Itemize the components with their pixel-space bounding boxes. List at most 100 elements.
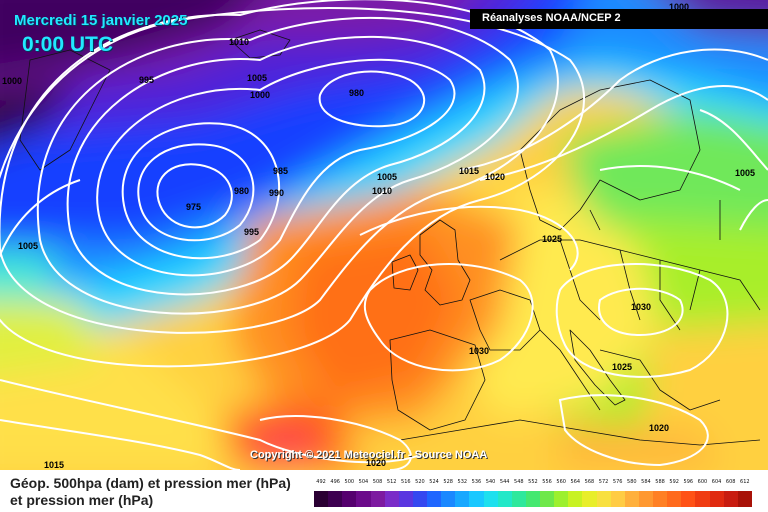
isobar-label: 1000 xyxy=(2,76,22,86)
scale-label: 572 xyxy=(598,479,609,485)
isobar-label: 1020 xyxy=(485,172,505,182)
isobar-label: 1025 xyxy=(612,362,632,372)
scale-label: 600 xyxy=(697,479,708,485)
scale-swatch xyxy=(695,491,710,507)
isobar-label: 1005 xyxy=(247,73,267,83)
scale-swatch xyxy=(427,491,442,507)
isobar-label: 1000 xyxy=(669,2,689,12)
scale-swatch xyxy=(540,491,555,507)
italy-coast xyxy=(569,329,626,406)
scale-label: 580 xyxy=(627,479,637,485)
scale-label: 556 xyxy=(542,479,552,485)
isobar-label: 1015 xyxy=(44,460,64,470)
scale-swatch xyxy=(356,491,371,507)
scale-swatch xyxy=(525,491,540,507)
isobar-label: 1030 xyxy=(469,346,489,356)
isobar-985 xyxy=(121,122,281,260)
scale-label: 540 xyxy=(485,479,496,485)
scale-label: 592 xyxy=(669,479,679,485)
isobar-label: 1020 xyxy=(649,423,669,433)
isobar-980-north xyxy=(318,70,426,128)
isobar-label: 995 xyxy=(244,227,259,237)
scale-label: 608 xyxy=(725,479,736,485)
geopotential-map: 1000 1010 1000 995 1005 1000 980 985 980… xyxy=(0,0,768,470)
scale-label: 500 xyxy=(344,479,355,485)
scale-label: 584 xyxy=(641,479,651,485)
scale-label: 564 xyxy=(570,479,581,485)
iceland-coast xyxy=(229,29,291,59)
scale-swatch xyxy=(624,491,639,507)
ireland-coast xyxy=(391,254,419,291)
scale-label: 536 xyxy=(471,479,482,485)
scale-swatch xyxy=(370,491,385,507)
scale-swatch xyxy=(681,491,696,507)
isobar-1020-south xyxy=(558,394,709,467)
isobar-1015-south xyxy=(0,419,241,470)
isobar-label-group: 1000 1010 1000 995 1005 1000 980 985 980… xyxy=(2,2,755,470)
map-date-title: Mercredi 15 janvier 2025 xyxy=(14,12,188,29)
scale-label: 504 xyxy=(358,479,369,485)
scale-label: 552 xyxy=(528,479,538,485)
isobar-label: 1015 xyxy=(459,166,479,176)
isobar-label: 1010 xyxy=(229,37,249,47)
scale-swatch xyxy=(384,491,399,507)
isobar-lines xyxy=(0,0,768,470)
north-africa-coast xyxy=(399,419,761,446)
scale-label: 560 xyxy=(556,479,566,485)
isobar-1020-sw xyxy=(259,415,412,470)
scale-label: 604 xyxy=(711,479,722,485)
isobar-label: 1020 xyxy=(366,458,386,468)
isobar-label: 1025 xyxy=(542,234,562,244)
isobar-1005-east xyxy=(699,109,768,231)
scale-label: 512 xyxy=(386,479,397,485)
scale-swatch xyxy=(328,491,343,507)
isobar-1020 xyxy=(0,85,768,464)
scale-swatch xyxy=(412,491,427,507)
scale-label: 524 xyxy=(429,479,439,485)
scandinavia-coast xyxy=(519,79,701,231)
isobar-label: 1005 xyxy=(735,168,755,178)
isobar-1010 xyxy=(0,7,586,368)
isobar-label: 1005 xyxy=(377,172,397,182)
scale-swatch xyxy=(610,491,625,507)
scale-label: 516 xyxy=(401,479,411,485)
isobar-label: 985 xyxy=(273,166,288,176)
scale-label: 568 xyxy=(584,479,595,485)
scale-label: 532 xyxy=(457,479,468,485)
scale-label: 576 xyxy=(612,479,623,485)
scale-swatch xyxy=(398,491,413,507)
scale-label: 528 xyxy=(443,479,453,485)
scale-swatch xyxy=(582,491,597,507)
scale-swatch xyxy=(737,491,752,507)
isobar-label: 1030 xyxy=(631,302,651,312)
scale-label: 588 xyxy=(655,479,665,485)
scale-swatch xyxy=(314,491,329,507)
map-time-title: 0:00 UTC xyxy=(22,33,114,56)
scale-swatch xyxy=(709,491,724,507)
scale-swatch xyxy=(342,491,357,507)
scale-label: 596 xyxy=(683,479,694,485)
scale-label: 492 xyxy=(316,479,326,485)
source-banner: Réanalyses NOAA/NCEP 2 xyxy=(470,9,768,29)
color-field xyxy=(0,0,768,470)
isobar-995 xyxy=(66,35,486,296)
isobar-label: 1010 xyxy=(372,186,392,196)
scale-swatch xyxy=(667,491,682,507)
iberia-coast xyxy=(389,329,486,431)
scale-swatch xyxy=(469,491,484,507)
isobar-1025 xyxy=(359,165,741,271)
isobar-label: 975 xyxy=(186,202,201,212)
scale-swatch xyxy=(441,491,456,507)
isobar-label: 990 xyxy=(269,188,284,198)
france-coast xyxy=(469,289,541,351)
scale-swatch xyxy=(638,491,653,507)
scale-swatch xyxy=(653,491,668,507)
isobar-1030-east xyxy=(598,287,684,337)
copyright-text: Copyright © 2021 Meteociel.fr - Source N… xyxy=(250,449,488,461)
isobar-980-west xyxy=(137,143,255,242)
scale-swatch xyxy=(554,491,569,507)
legend-title: Géop. 500hpa (dam) et pression mer (hPa) xyxy=(10,475,291,491)
greenland-coast xyxy=(19,49,111,171)
isobar-label: 1005 xyxy=(18,241,38,251)
isobar-1000 xyxy=(37,16,519,315)
